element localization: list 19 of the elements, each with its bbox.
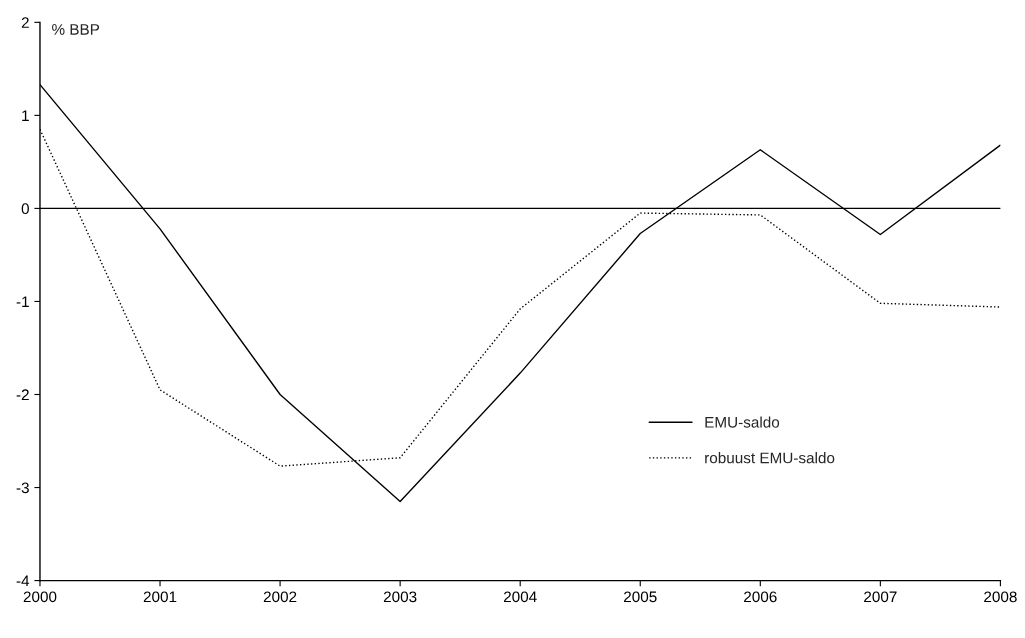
x-tick-label: 2005 xyxy=(624,591,657,603)
x-tick-label: 2007 xyxy=(864,591,897,603)
legend-label: EMU-saldo xyxy=(705,416,780,428)
y-tick-label: 1 xyxy=(22,110,29,121)
x-tick-label: 2000 xyxy=(23,591,57,603)
x-tick-label: 2001 xyxy=(143,591,177,603)
y-tick-label: -3 xyxy=(16,482,29,494)
x-tick-label: 2004 xyxy=(503,591,537,603)
y-tick-label: -2 xyxy=(16,389,29,401)
y-tick-label: 0 xyxy=(21,203,29,215)
y-axis-title: % BBP xyxy=(52,24,100,35)
x-tick-label: 2008 xyxy=(984,591,1017,603)
y-tick-label: 2 xyxy=(21,17,29,28)
x-tick-label: 2006 xyxy=(744,591,777,603)
y-tick-label: -4 xyxy=(16,575,30,587)
legend-label: robuust EMU-saldo xyxy=(705,452,835,464)
x-tick-label: 2002 xyxy=(263,591,297,603)
x-tick-label: 2003 xyxy=(383,591,417,603)
y-tick-label: -1 xyxy=(16,296,29,307)
